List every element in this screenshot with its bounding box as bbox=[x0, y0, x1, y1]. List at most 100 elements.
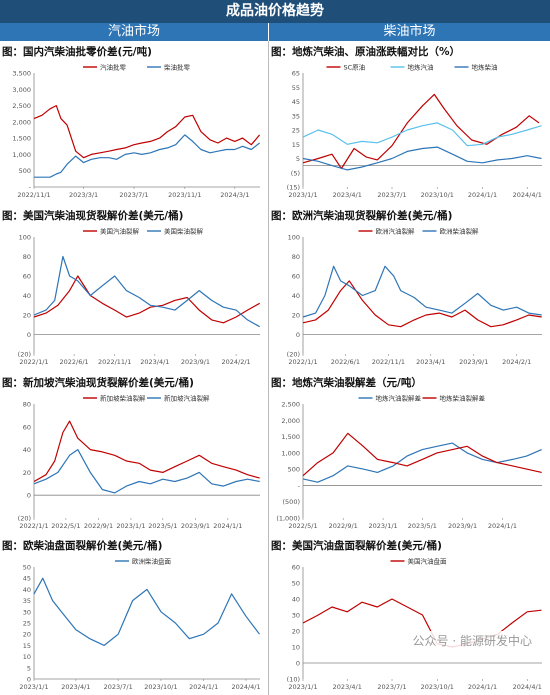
chart-panel: 图：地炼汽柴油、原油涨跌幅对比（%） (15) (5) 5 15 25 35 45 55 65 2… bbox=[269, 43, 550, 203]
series-line bbox=[33, 275, 260, 324]
x-tick-label: 2023/4/1 bbox=[416, 358, 445, 366]
chart-title: 图：国内汽柴油批零价差(元/吨) bbox=[2, 46, 152, 58]
y-tick-label: (1,000) bbox=[276, 515, 300, 523]
x-tick-label: 2023/7/1 bbox=[119, 191, 148, 199]
series-line bbox=[302, 265, 542, 318]
x-tick-label: 2023/4/1 bbox=[333, 683, 362, 691]
y-tick-label: 0 bbox=[27, 331, 31, 339]
chart-svg: - 500 1,000 1,500 2,000 2,500 3,000 3,500 2022/1… bbox=[12, 63, 261, 199]
x-tick-label: 2024/1/1 bbox=[189, 683, 218, 691]
y-tick-label: 40 bbox=[292, 292, 300, 300]
legend-label: 柴油批零 bbox=[164, 63, 191, 72]
y-tick-label: (20) bbox=[287, 351, 300, 359]
y-tick-label: (5) bbox=[291, 169, 300, 177]
y-tick-label: 2,500 bbox=[281, 401, 300, 409]
y-tick-label: - bbox=[298, 482, 301, 490]
x-tick-label: 2023/1/1 bbox=[116, 522, 145, 530]
x-tick-label: 2023/11/1 bbox=[168, 191, 201, 199]
y-tick-label: 25 bbox=[23, 620, 31, 628]
series-line bbox=[302, 122, 542, 147]
chart-title: 图：地炼汽柴油裂解差（元/吨） bbox=[271, 377, 422, 389]
legend-label: SC原油 bbox=[344, 63, 366, 72]
y-tick-label: 40 bbox=[23, 292, 31, 300]
series-line bbox=[33, 420, 260, 483]
y-tick-label: - bbox=[29, 184, 32, 192]
x-tick-label: 2022/9/1 bbox=[84, 522, 113, 530]
series-line bbox=[33, 104, 261, 159]
x-tick-label: 2022/1/1 bbox=[19, 358, 48, 366]
x-tick-label: 2023/1/1 bbox=[369, 522, 398, 530]
chart-svg: 0 5 10 15 20 25 30 35 40 45 50 2023/1/1 2023/4/1 2023… bbox=[19, 557, 260, 692]
legend-label: 地炼柴油裂解差 bbox=[440, 394, 486, 403]
series-line bbox=[302, 146, 542, 171]
x-tick-label: 2023/10/1 bbox=[421, 191, 454, 199]
y-tick-label: 25 bbox=[292, 127, 300, 135]
chart-title: 图：欧洲汽柴油现货裂解价差(美元/桶) bbox=[271, 210, 453, 222]
x-tick-label: 2023/1/1 bbox=[288, 683, 317, 691]
chart-panel: 图：美国汽柴油现货裂解价差(美元/桶) (20) 0 20 40 60 80 100 2022… bbox=[0, 207, 268, 370]
y-tick-label: 2,000 bbox=[281, 417, 300, 425]
y-tick-label: 1,000 bbox=[281, 449, 300, 457]
x-tick-label: 2023/3/1 bbox=[69, 191, 98, 199]
y-tick-label: (500) bbox=[283, 498, 300, 506]
y-tick-label: 40 bbox=[23, 586, 31, 594]
x-tick-label: 2023/4/1 bbox=[140, 358, 169, 366]
series-line bbox=[302, 442, 542, 483]
series-line bbox=[33, 255, 260, 328]
chart-svg: (1,000) (500) - 500 1,000 1,500 2,000 2,500 2022… bbox=[276, 394, 542, 530]
x-tick-label: 2023/4/1 bbox=[61, 683, 90, 691]
x-tick-label: 2023/9/1 bbox=[459, 358, 488, 366]
y-tick-label: 40 bbox=[23, 446, 31, 454]
y-tick-label: 0 bbox=[27, 676, 31, 684]
x-tick-label: 2024/1/1 bbox=[468, 683, 497, 691]
x-tick-label: 2022/5/1 bbox=[51, 522, 80, 530]
legend-label: 欧洲柴油裂解 bbox=[440, 227, 480, 236]
y-tick-label: 50 bbox=[292, 580, 300, 588]
y-tick-label: 80 bbox=[292, 253, 300, 261]
watermark: 公众号 · 能源研发中心 bbox=[408, 631, 536, 650]
y-tick-label: 1,500 bbox=[12, 135, 31, 143]
y-tick-label: 15 bbox=[292, 141, 300, 149]
x-tick-label: 2023/7/1 bbox=[377, 683, 406, 691]
x-tick-label: 2022/5/1 bbox=[288, 522, 317, 530]
x-tick-label: 2024/1/1 bbox=[488, 522, 517, 530]
legend-label: 新加坡柴油裂解 bbox=[100, 394, 146, 403]
y-tick-label: 20 bbox=[292, 628, 300, 636]
x-tick-label: 2024/1/1 bbox=[468, 191, 497, 199]
x-tick-label: 2022/11/1 bbox=[17, 191, 50, 199]
y-tick-label: 100 bbox=[19, 234, 31, 242]
chart-title: 图：美国汽柴油现货裂解价差(美元/桶) bbox=[2, 210, 184, 222]
series-line bbox=[34, 134, 260, 178]
chart-svg: (20) 0 20 40 60 80 100 2022/1/1 2022/6/1 2022/11/… bbox=[18, 227, 260, 366]
x-tick-label: 2022/1/1 bbox=[288, 358, 317, 366]
legend-label: 欧洲柴油盘面 bbox=[132, 557, 172, 566]
y-tick-label: 35 bbox=[23, 597, 31, 605]
x-tick-label: 2024/4/1 bbox=[513, 683, 542, 691]
column-divider bbox=[268, 41, 269, 695]
y-tick-label: 100 bbox=[288, 234, 300, 242]
chart-svg: (15) (5) 5 15 25 35 45 55 65 2023/1/1 2023/4/1 2023… bbox=[287, 63, 542, 199]
x-tick-label: 2024/4/1 bbox=[231, 683, 260, 691]
y-tick-label: (10) bbox=[287, 676, 300, 684]
y-tick-label: 3,500 bbox=[12, 70, 31, 78]
y-tick-label: 20 bbox=[23, 469, 31, 477]
column-header-gasoline: 汽油市场 bbox=[0, 23, 268, 41]
legend-label: 美国汽油盘面 bbox=[408, 557, 448, 566]
x-tick-label: 2023/9/1 bbox=[448, 522, 477, 530]
x-tick-label: 2023/1/1 bbox=[288, 191, 317, 199]
series-line bbox=[302, 280, 542, 328]
y-tick-label: 30 bbox=[292, 612, 300, 620]
y-tick-label: 1,000 bbox=[12, 151, 31, 159]
page-title: 成品油价格趋势 bbox=[0, 0, 550, 23]
x-tick-label: 2022/11/1 bbox=[372, 358, 405, 366]
y-tick-label: 20 bbox=[292, 312, 300, 320]
chart-title: 图：地炼汽柴油、原油涨跌幅对比（%） bbox=[271, 46, 461, 58]
y-tick-label: 80 bbox=[23, 253, 31, 261]
chart-title: 图：新加坡汽柴油现货裂解价差(美元/桶) bbox=[2, 377, 194, 389]
x-tick-label: 2024/1/1 bbox=[213, 522, 242, 530]
y-tick-label: 2,000 bbox=[12, 118, 31, 126]
chart-panel: 图：欧柴油盘面裂解价差(美元/桶) 0 5 10 15 20 25 30 35 40 45 50 20… bbox=[0, 537, 268, 695]
chart-title: 图：美国汽油盘面裂解价差(美元/桶) bbox=[271, 540, 442, 552]
y-tick-label: 45 bbox=[23, 575, 31, 583]
